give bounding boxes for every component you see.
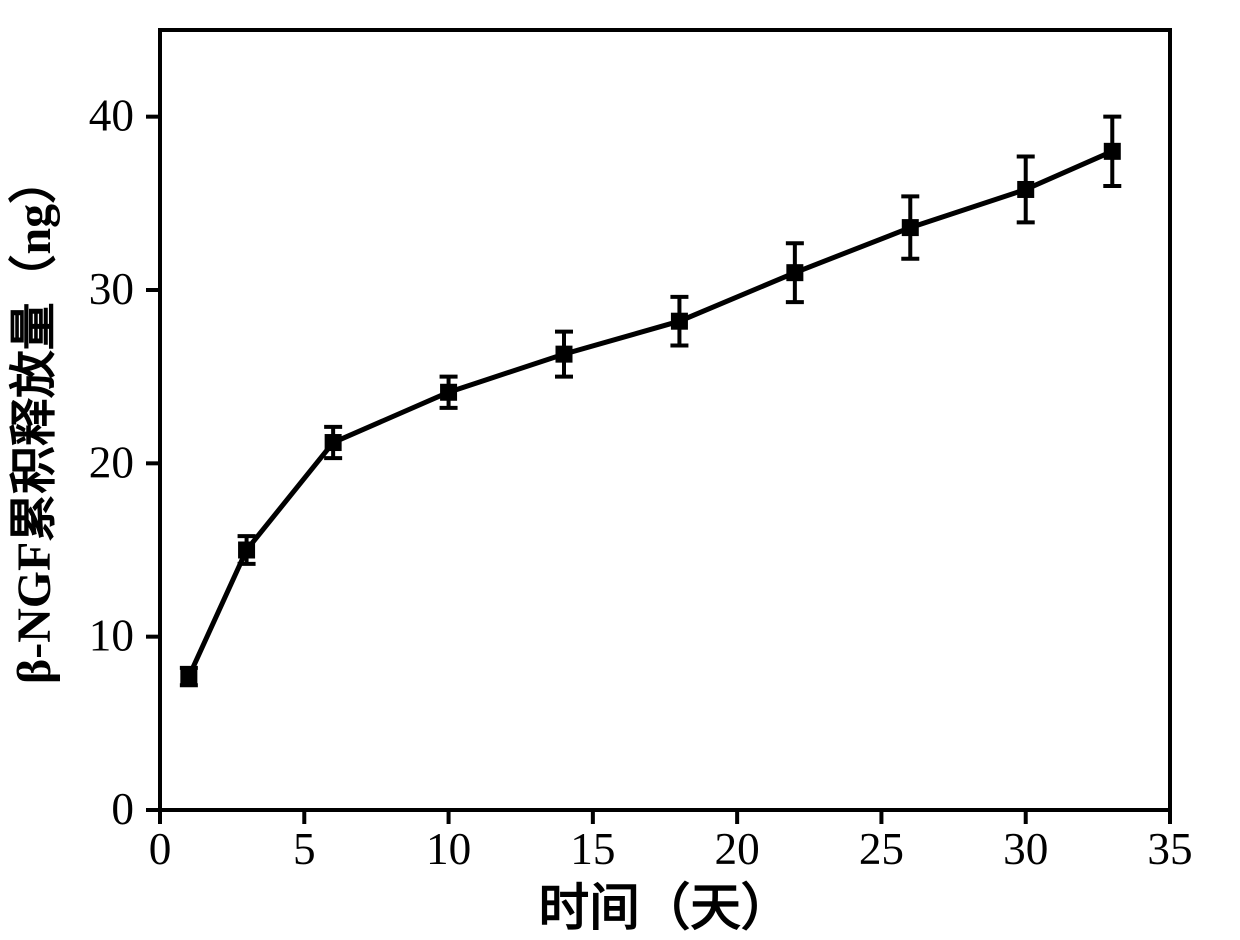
y-tick-label: 20 — [89, 437, 134, 487]
data-point-marker — [556, 346, 572, 362]
x-tick-label: 5 — [293, 824, 316, 874]
chart-background — [0, 0, 1240, 940]
x-axis-title: 时间（天） — [539, 880, 792, 936]
data-point-marker — [239, 542, 255, 558]
y-tick-label: 0 — [111, 784, 134, 834]
y-tick-label: 10 — [89, 611, 134, 661]
data-point-marker — [671, 313, 687, 329]
x-tick-label: 35 — [1147, 824, 1192, 874]
data-point-marker — [1018, 181, 1034, 197]
chart-container: 0 5 10 15 20 25 30 35 0 10 20 30 40 时间（天） β-NGF累积释放量（n… — [0, 0, 1240, 940]
y-tick-label: 40 — [89, 91, 134, 141]
x-tick-label: 0 — [149, 824, 172, 874]
data-point-marker — [325, 435, 341, 451]
x-tick-label: 25 — [859, 824, 904, 874]
data-point-marker — [441, 384, 457, 400]
data-point-marker — [1104, 143, 1120, 159]
x-tick-label: 15 — [570, 824, 615, 874]
y-tick-label: 30 — [89, 264, 134, 314]
data-point-marker — [181, 669, 197, 685]
y-axis-title: β-NGF累积释放量（ng） — [8, 156, 61, 684]
x-tick-label: 10 — [426, 824, 471, 874]
data-point-marker — [902, 220, 918, 236]
x-tick-label: 20 — [715, 824, 760, 874]
data-point-marker — [787, 265, 803, 281]
x-tick-label: 30 — [1003, 824, 1048, 874]
chart-svg: 0 5 10 15 20 25 30 35 0 10 20 30 40 时间（天） β-NGF累积释放量（n… — [0, 0, 1240, 940]
